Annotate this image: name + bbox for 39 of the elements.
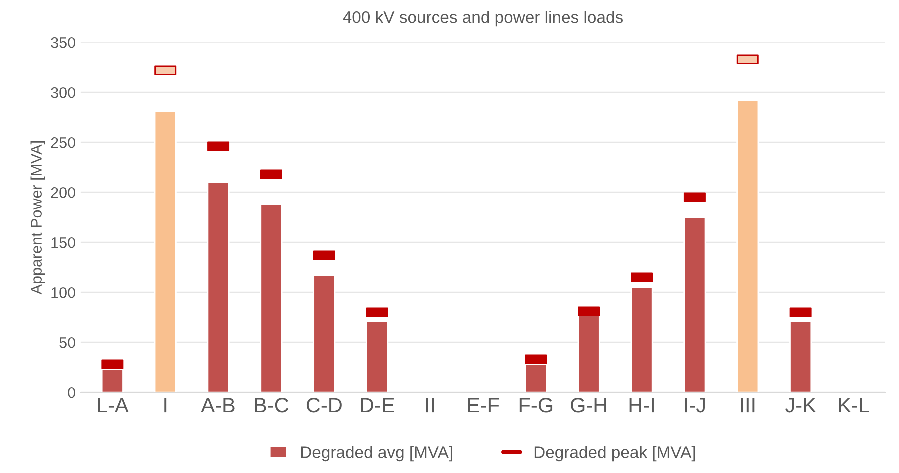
bar (366, 320, 389, 393)
x-tick-label: H-I (630, 398, 654, 413)
x-tick-label: E-F (468, 398, 500, 413)
bar (207, 182, 230, 393)
y-tick-label: 350 (51, 37, 76, 48)
bar (684, 216, 706, 393)
bar (154, 110, 177, 393)
bar (790, 320, 812, 393)
y-tick-label: 100 (52, 287, 76, 298)
x-tick-label: III (741, 398, 755, 413)
legend-label: Degraded avg [MVA] (301, 446, 452, 462)
y-tick-label: 250 (51, 137, 76, 148)
y-axis-title: Apparent Power [MVA] (30, 142, 46, 295)
x-tick-label: F-G (520, 398, 553, 413)
x-tick-label: K-L (839, 398, 870, 413)
bar (313, 274, 336, 393)
x-tick-label: I-J (685, 398, 705, 413)
x-tick-label: D-E (361, 398, 394, 413)
bar (101, 368, 124, 393)
y-tick-label: 150 (52, 237, 76, 248)
x-tick-label: II (426, 398, 434, 413)
x-tick-label: I (164, 398, 167, 413)
x-tick-label: A-B (201, 398, 235, 413)
bar (578, 314, 600, 393)
y-tick-label: 0 (68, 387, 76, 398)
x-tick-label: J-K (786, 398, 816, 413)
x-tick-label: B-C (255, 398, 289, 413)
bar (736, 100, 760, 393)
chart-title: 400 kV sources and power lines loads (343, 11, 623, 27)
x-tick-label: C-D (306, 398, 342, 413)
x-tick-label: L-A (98, 398, 129, 413)
x-tick-label: G-H (571, 398, 606, 413)
bar (524, 364, 548, 393)
y-tick-label: 50 (60, 337, 76, 348)
bar (630, 286, 654, 393)
y-tick-label: 200 (51, 187, 76, 198)
y-tick-label: 300 (51, 87, 76, 98)
legend-label: Degraded peak [MVA] (534, 446, 696, 462)
bar (260, 204, 283, 393)
